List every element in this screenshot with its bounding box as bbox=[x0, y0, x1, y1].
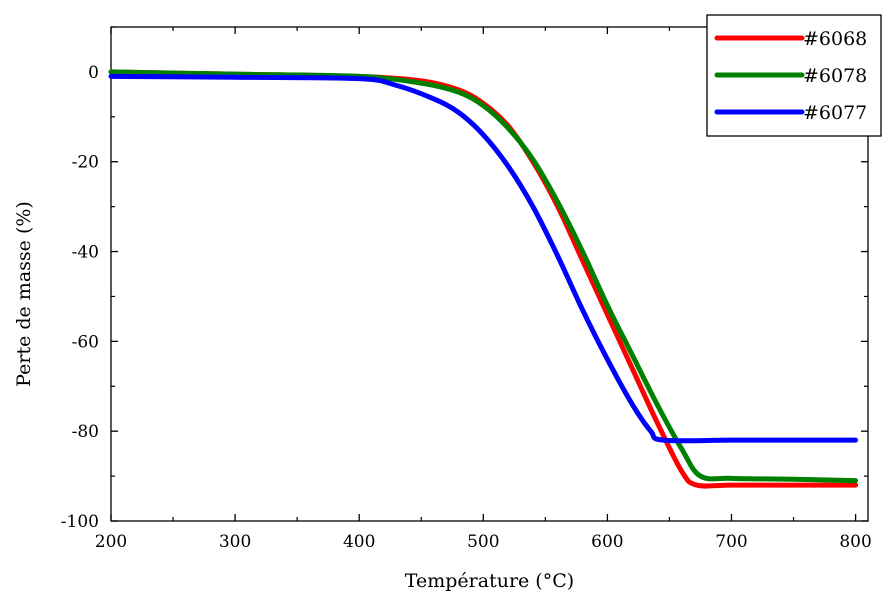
y-axis-title: Perte de masse (%) bbox=[13, 201, 35, 387]
y-tick-label: -40 bbox=[72, 243, 99, 263]
y-tick-label: -100 bbox=[61, 512, 99, 532]
y-tick-label: -80 bbox=[72, 422, 99, 442]
legend-label-0: #6068 bbox=[803, 28, 867, 50]
x-tick-label: 600 bbox=[591, 532, 623, 552]
plot-area-frame bbox=[110, 26, 869, 522]
y-tick-label: 0 bbox=[88, 63, 99, 83]
x-tick-label: 500 bbox=[467, 532, 499, 552]
x-axis-title: Température (°C) bbox=[405, 570, 574, 592]
y-tick-label: -60 bbox=[72, 332, 99, 352]
x-tick-label: 400 bbox=[343, 532, 375, 552]
y-tick-label: -20 bbox=[72, 153, 99, 173]
series-line-2 bbox=[108, 73, 859, 444]
x-tick-label: 800 bbox=[839, 532, 871, 552]
x-tick-label: 200 bbox=[95, 532, 127, 552]
plot-frame bbox=[110, 26, 869, 522]
legend-label-2: #6077 bbox=[803, 102, 867, 124]
x-tick-label: 700 bbox=[715, 532, 747, 552]
legend-label-1: #6078 bbox=[803, 65, 867, 87]
ticks-layer: 200 300 400 500 600 700 800 0 -20 -40 -60 -80 -100 bbox=[61, 26, 872, 552]
x-tick-label: 300 bbox=[219, 532, 251, 552]
series-layer bbox=[108, 69, 859, 489]
legend: #6068 #6078 #6077 bbox=[706, 14, 882, 137]
